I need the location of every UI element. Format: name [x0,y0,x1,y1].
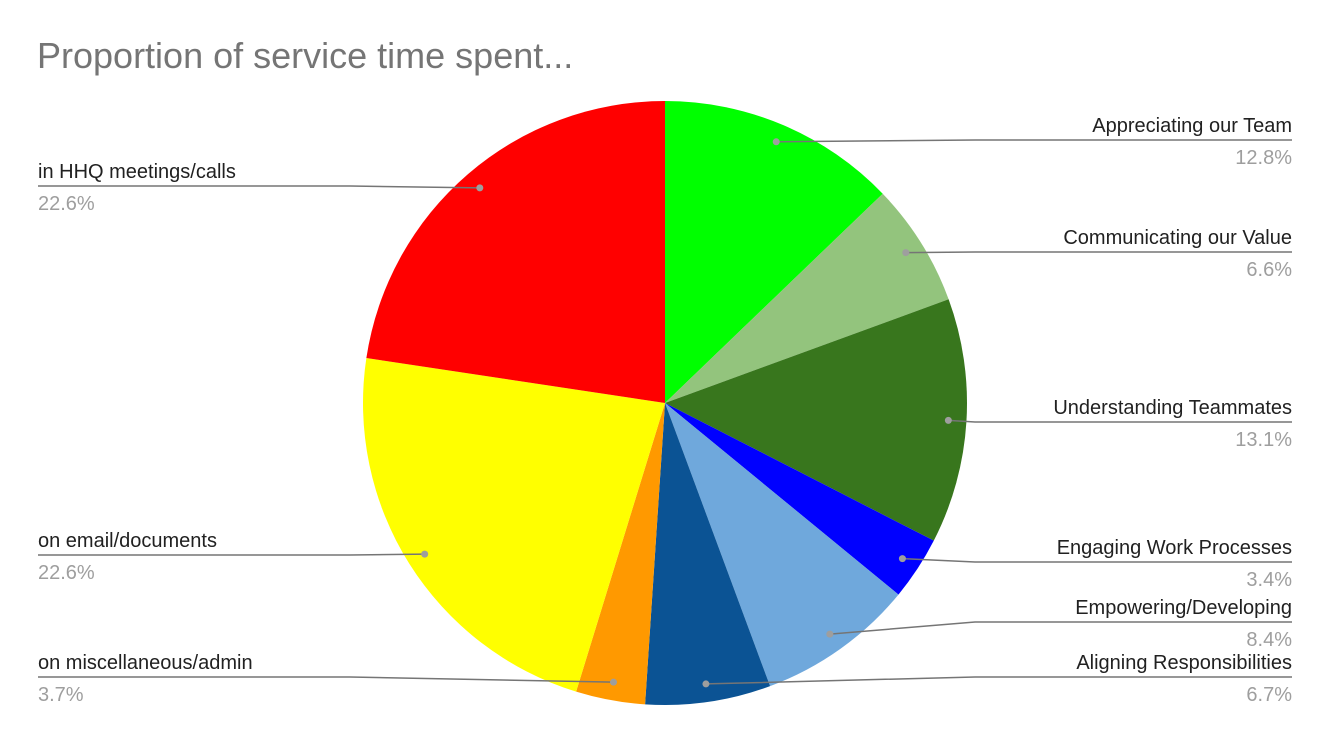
slice-label: Understanding Teammates [1053,397,1292,419]
pie-slice [665,299,967,541]
leader-dot [772,138,780,146]
leader-dot [902,249,910,257]
value-label: 3.4% [1246,569,1292,591]
slice-label: Empowering/Developing [1075,597,1292,619]
leader-dot [702,680,710,688]
leader-dot [421,550,429,558]
pie-slice [366,101,665,403]
value-label: 3.7% [38,684,84,706]
slice-label: on email/documents [38,530,217,552]
leader-dot [476,184,484,192]
leader-line [38,676,614,683]
slice-label: in HHQ meetings/calls [38,161,236,183]
slice-label: Aligning Responsibilities [1076,652,1292,674]
chart-title: Proportion of service time spent... [37,35,573,76]
value-label: 22.6% [38,562,95,584]
leader-line [705,676,1292,685]
leader-line [902,557,1292,563]
leader-dot [944,416,952,424]
leader-line [948,419,1292,423]
pie-slice [645,403,771,705]
pie-slice [665,403,899,687]
slice-label: Engaging Work Processes [1057,537,1292,559]
leader-dot [610,678,618,686]
leader-dot [898,555,906,563]
leader-line [38,553,425,556]
slice-label: on miscellaneous/admin [38,652,253,674]
value-label: 12.8% [1235,147,1292,169]
value-label: 13.1% [1235,429,1292,451]
pie-slice [665,101,883,403]
slice-label: Communicating our Value [1063,227,1292,249]
slice-label: Appreciating our Team [1092,115,1292,137]
leader-line [776,139,1292,143]
value-label: 8.4% [1246,629,1292,651]
pie-slice [665,403,934,595]
pie-slice [363,358,665,692]
value-label: 6.7% [1246,684,1292,706]
value-label: 22.6% [38,193,95,215]
leader-line [38,185,480,189]
value-label: 6.6% [1246,259,1292,281]
pie-slice [576,403,665,705]
pie-slice [665,193,949,403]
leader-line [905,251,1292,254]
leader-line [829,621,1292,635]
leader-dot [826,630,834,638]
